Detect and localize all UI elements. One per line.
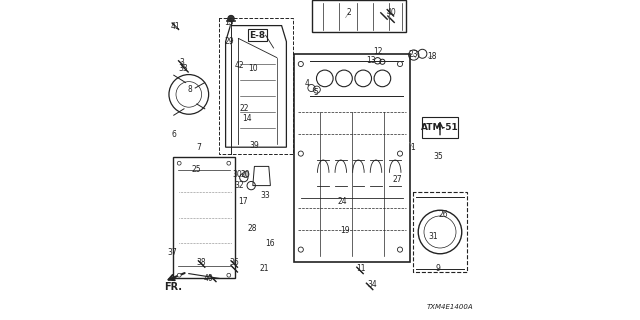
Text: 26: 26 bbox=[438, 210, 448, 219]
Text: 14: 14 bbox=[243, 114, 252, 123]
Text: E-8: E-8 bbox=[249, 31, 266, 40]
Text: 2: 2 bbox=[346, 8, 351, 17]
Text: 7: 7 bbox=[196, 143, 201, 152]
Text: 10: 10 bbox=[248, 64, 258, 73]
Text: 13: 13 bbox=[366, 56, 376, 65]
Text: 35: 35 bbox=[433, 152, 444, 161]
Text: 32: 32 bbox=[234, 181, 244, 190]
Circle shape bbox=[228, 15, 234, 22]
Text: 9: 9 bbox=[436, 264, 441, 273]
Circle shape bbox=[227, 161, 231, 165]
Text: 25: 25 bbox=[192, 165, 202, 174]
Text: 39: 39 bbox=[250, 141, 259, 150]
Text: 30: 30 bbox=[232, 170, 243, 179]
Text: 8: 8 bbox=[187, 85, 192, 94]
Text: 4: 4 bbox=[305, 79, 310, 88]
Text: 27: 27 bbox=[392, 175, 403, 184]
Circle shape bbox=[243, 171, 249, 178]
Text: ATM-51: ATM-51 bbox=[421, 123, 459, 132]
Circle shape bbox=[177, 273, 181, 277]
Circle shape bbox=[397, 247, 403, 252]
Text: 28: 28 bbox=[248, 224, 257, 233]
Circle shape bbox=[298, 151, 303, 156]
Text: 21: 21 bbox=[259, 264, 269, 273]
Text: 40: 40 bbox=[386, 8, 396, 17]
Text: 22: 22 bbox=[239, 104, 248, 113]
Text: FR.: FR. bbox=[164, 282, 182, 292]
Text: 16: 16 bbox=[266, 239, 275, 248]
Text: 23: 23 bbox=[408, 50, 419, 59]
Text: 24: 24 bbox=[337, 197, 348, 206]
Text: 11: 11 bbox=[356, 264, 365, 273]
Circle shape bbox=[298, 61, 303, 67]
Circle shape bbox=[397, 151, 403, 156]
Text: 18: 18 bbox=[428, 52, 436, 60]
Text: 31: 31 bbox=[429, 232, 438, 241]
Text: 19: 19 bbox=[340, 226, 349, 235]
Text: 1: 1 bbox=[410, 143, 415, 152]
Text: 41: 41 bbox=[170, 22, 180, 31]
Text: 33: 33 bbox=[260, 191, 271, 200]
Text: 38: 38 bbox=[196, 258, 207, 267]
Text: 5: 5 bbox=[314, 88, 318, 97]
Text: 6: 6 bbox=[171, 130, 176, 139]
Text: 40: 40 bbox=[204, 274, 214, 283]
Text: 36: 36 bbox=[229, 258, 239, 267]
Text: 15: 15 bbox=[224, 18, 234, 27]
Circle shape bbox=[227, 273, 231, 277]
Text: 33: 33 bbox=[179, 64, 188, 73]
Text: 42: 42 bbox=[234, 61, 244, 70]
Circle shape bbox=[298, 247, 303, 252]
Text: 17: 17 bbox=[238, 197, 248, 206]
Text: TXM4E1400A: TXM4E1400A bbox=[427, 304, 474, 310]
Text: 12: 12 bbox=[373, 47, 382, 56]
Text: 3: 3 bbox=[179, 58, 184, 67]
Text: 20: 20 bbox=[241, 170, 251, 179]
Text: 29: 29 bbox=[225, 37, 235, 46]
Circle shape bbox=[177, 161, 181, 165]
Text: 37: 37 bbox=[167, 248, 177, 257]
Text: 34: 34 bbox=[367, 280, 377, 289]
Circle shape bbox=[397, 61, 403, 67]
